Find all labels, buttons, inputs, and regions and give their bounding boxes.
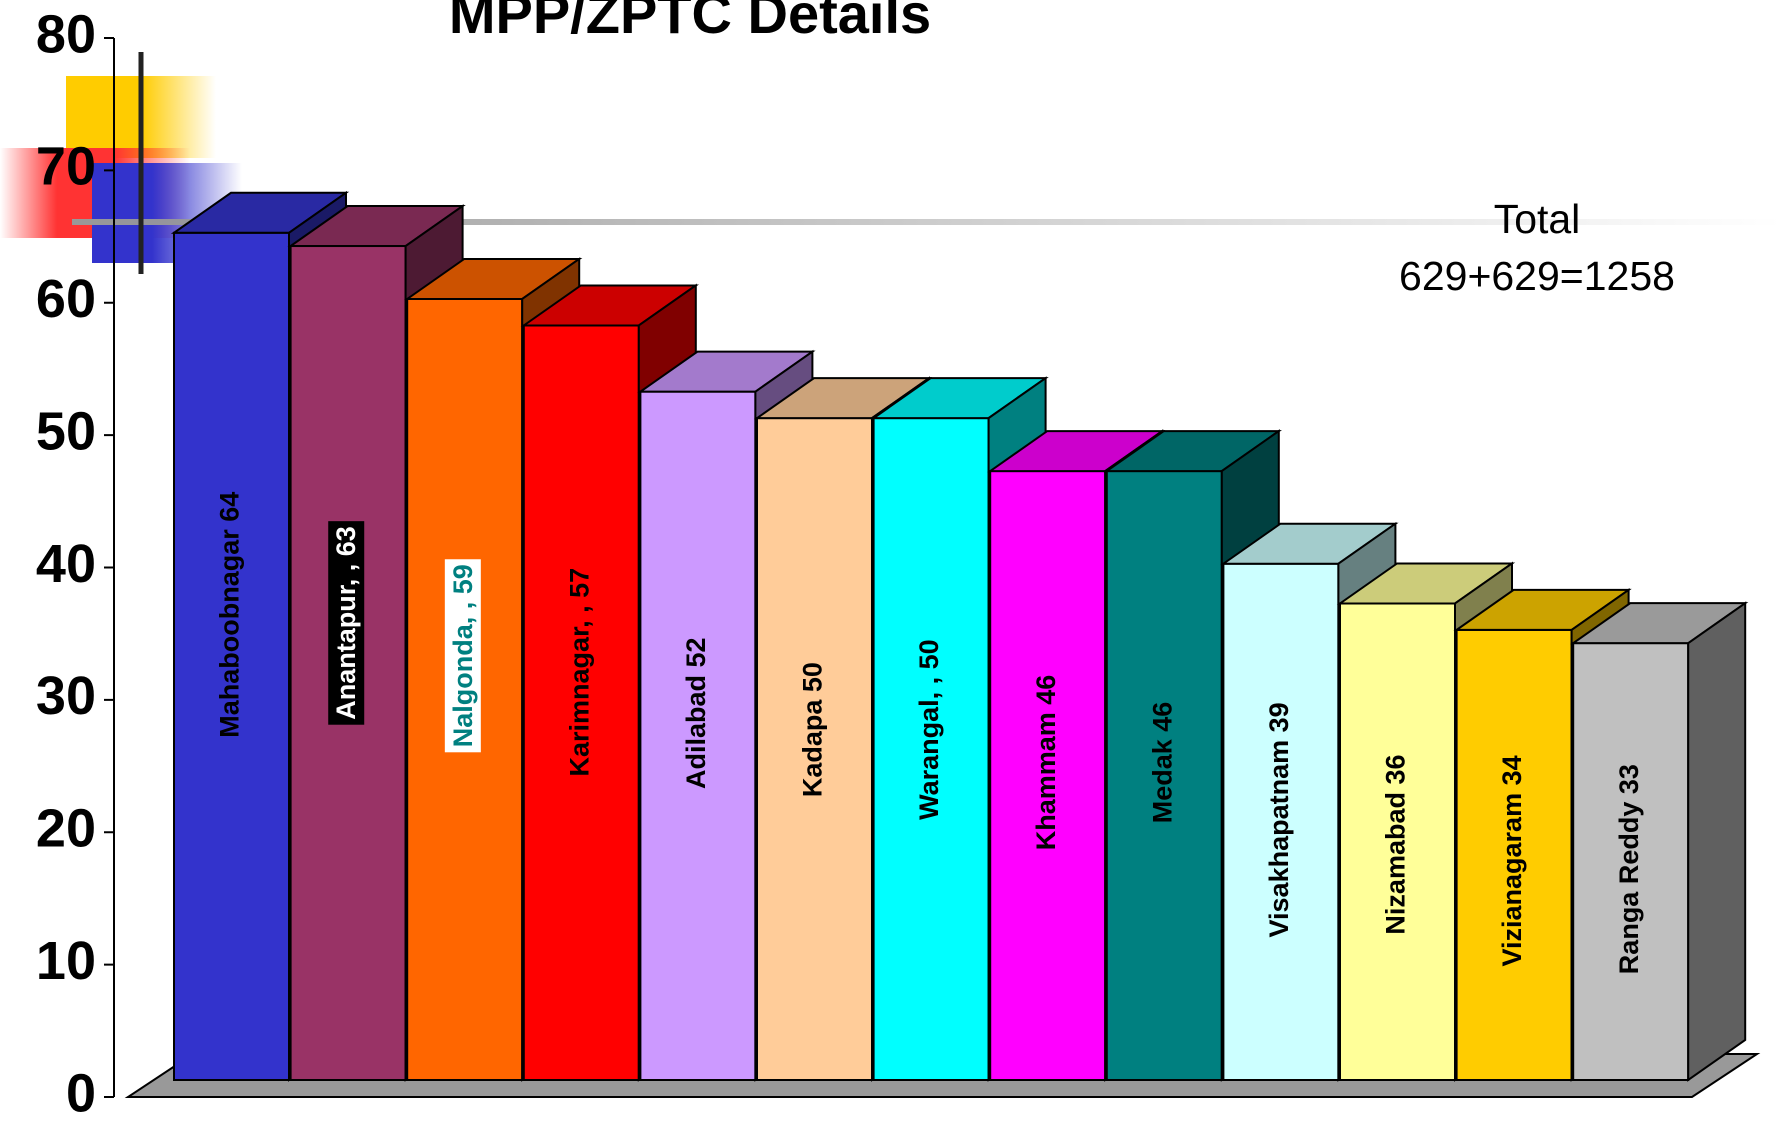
value-label-group: Nizamabad 36 bbox=[1381, 754, 1411, 934]
value-label: Adilabad 52 bbox=[681, 637, 711, 789]
y-tick-label: 0 bbox=[66, 1063, 96, 1123]
value-label: Khammam 46 bbox=[1031, 675, 1061, 851]
value-label: Anantapur, , 63 bbox=[331, 526, 361, 720]
bar-front bbox=[989, 470, 1107, 1081]
chart-title: MPP/ZPTC Details bbox=[449, 0, 931, 45]
annotation-line: Total bbox=[1494, 196, 1581, 242]
value-label: Mahaboobnagar 64 bbox=[215, 492, 245, 738]
label-background bbox=[444, 559, 481, 753]
value-label-group: Nalgonda, , 59 bbox=[444, 559, 481, 753]
value-label-group: Anantapur, , 63 bbox=[328, 521, 365, 725]
value-label-group: Visakhapatnam 39 bbox=[1264, 702, 1294, 937]
y-tick-label: 20 bbox=[36, 799, 96, 859]
value-label-group: Kadapa 50 bbox=[798, 662, 828, 797]
annotation: Total 629+629=1258 bbox=[1399, 196, 1675, 299]
value-label-group: Karimnagar, , 57 bbox=[564, 568, 594, 777]
y-tick-label: 40 bbox=[36, 534, 96, 594]
y-tick-label: 50 bbox=[36, 401, 96, 461]
bar-front bbox=[173, 231, 290, 1082]
value-label: Vizianagaram 34 bbox=[1497, 755, 1527, 966]
y-tick-label: 10 bbox=[36, 931, 96, 991]
bar-front bbox=[639, 390, 757, 1081]
value-label-group: Vizianagaram 34 bbox=[1497, 755, 1527, 966]
bar-front bbox=[756, 417, 873, 1081]
value-label: Ranga Reddy 33 bbox=[1614, 764, 1644, 974]
y-tick-label: 60 bbox=[36, 269, 96, 329]
bar: Ranga Reddy 33 bbox=[1570, 601, 1749, 1082]
y-tick-label: 30 bbox=[36, 666, 96, 726]
value-label-group: Khammam 46 bbox=[1031, 675, 1061, 851]
bar-front bbox=[1222, 562, 1340, 1081]
value-label: Kadapa 50 bbox=[798, 662, 828, 797]
annotation-line: 629+629=1258 bbox=[1399, 253, 1675, 299]
value-label-group: Ranga Reddy 33 bbox=[1614, 764, 1644, 974]
value-label: Nalgonda, , 59 bbox=[448, 564, 478, 747]
y-tick-label: 70 bbox=[36, 137, 96, 197]
value-label-group: Adilabad 52 bbox=[681, 637, 711, 789]
value-label: Visakhapatnam 39 bbox=[1264, 702, 1294, 937]
value-label: Warangal, , 50 bbox=[914, 639, 944, 820]
value-label-group: Mahaboobnagar 64 bbox=[215, 492, 245, 738]
value-label-group: Medak 46 bbox=[1147, 702, 1177, 824]
label-background bbox=[328, 521, 365, 725]
y-tick-label: 80 bbox=[36, 4, 96, 64]
value-label: Medak 46 bbox=[1147, 702, 1177, 824]
value-label-group: Warangal, , 50 bbox=[914, 639, 944, 820]
value-label: Karimnagar, , 57 bbox=[564, 568, 594, 777]
value-label: Nizamabad 36 bbox=[1381, 754, 1411, 934]
bar-side bbox=[1687, 601, 1747, 1082]
bar-front bbox=[872, 417, 990, 1081]
